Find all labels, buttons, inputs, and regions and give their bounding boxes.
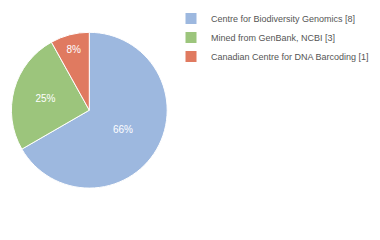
svg-text:8%: 8% [66, 44, 81, 55]
svg-text:66%: 66% [113, 124, 133, 135]
svg-text:Mined from GenBank, NCBI [3]: Mined from GenBank, NCBI [3] [211, 33, 335, 43]
svg-text:Centre for Biodiversity Genomi: Centre for Biodiversity Genomics [8] [211, 14, 355, 24]
svg-text:25%: 25% [35, 93, 55, 104]
svg-text:Canadian Centre for DNA Barcod: Canadian Centre for DNA Barcoding [1] [211, 52, 369, 62]
